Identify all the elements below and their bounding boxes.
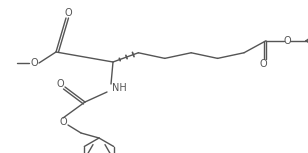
Text: O: O [64, 8, 72, 18]
Text: O: O [59, 117, 67, 127]
Text: O: O [283, 36, 291, 46]
Text: O: O [30, 58, 38, 68]
Text: NH: NH [111, 83, 126, 93]
Text: O: O [259, 59, 267, 69]
Text: O: O [56, 79, 64, 89]
